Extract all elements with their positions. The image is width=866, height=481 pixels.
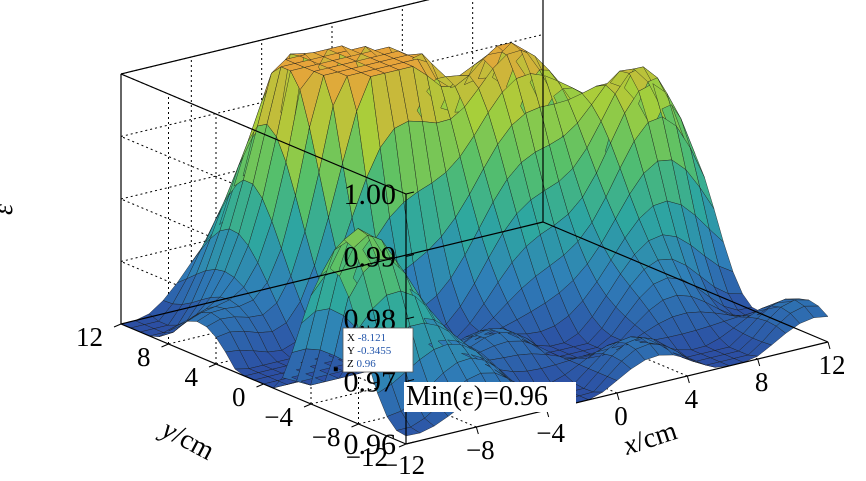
datatip-x-value: -8.121 [358, 332, 386, 344]
z-tick-label: 0.96 [344, 428, 397, 461]
svg-text:x/cm: x/cm [619, 415, 682, 462]
corner-tick-label: −12 [383, 450, 425, 480]
x-tick-label: −4 [536, 418, 565, 448]
y-tick-mark [208, 363, 217, 368]
svg-text:Z 0.96: Z 0.96 [347, 358, 376, 370]
y-tick-label: 8 [137, 342, 151, 372]
datatip: X -8.121 Y -0.3455 Z 0.96 [342, 327, 414, 373]
annotation-bg [404, 382, 576, 412]
y-tick-mark [161, 343, 169, 348]
z-tick-mark [405, 379, 415, 382]
svg-text:y/cm: y/cm [154, 412, 219, 466]
y-tick-mark [256, 383, 264, 388]
datatip-z-label: Z [347, 358, 354, 370]
box-edge [120, 0, 430, 75]
box-edge [120, 221, 544, 325]
y-tick-mark [303, 403, 312, 408]
y-tick-label: 4 [185, 362, 199, 392]
x-tick-mark [475, 426, 479, 435]
box-edge [120, 73, 407, 195]
x-tick-mark [827, 341, 831, 350]
x-tick-label: −8 [466, 435, 495, 465]
x-tick-mark [686, 375, 690, 384]
x-tick-mark [616, 392, 620, 401]
surface-plot [120, 42, 829, 437]
x-axis-unit: /cm [631, 415, 681, 458]
wall-grid-line [120, 34, 544, 137]
y-tick-mark [351, 423, 359, 428]
z-tick-mark [405, 316, 415, 320]
x-tick-label: 8 [755, 367, 769, 397]
svg-text:X -8.121: X -8.121 [347, 332, 386, 344]
datatip-x-label: X [347, 332, 355, 344]
datatip-y-label: Y [347, 345, 355, 357]
y-tick-label: −4 [264, 402, 293, 432]
z-tick-label: 0.99 [344, 241, 397, 274]
x-axis-label: x/cm [619, 415, 682, 462]
z-tick-label: 1.00 [344, 178, 397, 211]
y-tick-label: −8 [312, 422, 341, 452]
y-tick-label: 0 [232, 382, 246, 412]
datatip-z-value: 0.96 [356, 358, 376, 370]
x-tick-label: 12 [819, 350, 846, 380]
z-tick-mark [405, 254, 415, 257]
z-axis-label: ε [0, 204, 19, 215]
box-edge [542, 221, 829, 343]
y-tick-label: −12 [346, 442, 388, 472]
z-tick-mark [405, 441, 415, 445]
min-marker [333, 367, 338, 372]
x-tick-label: 0 [614, 401, 628, 431]
min-annotation: Min(ε)=0.96 [406, 381, 548, 412]
y-axis-label: y/cm [154, 412, 219, 466]
svg-text:Y -0.3455: Y -0.3455 [347, 345, 392, 357]
y-tick-mark [398, 443, 407, 448]
surface-cell [803, 305, 829, 318]
z-tick-mark [405, 191, 415, 195]
x-tick-label: 4 [685, 384, 699, 414]
datatip-y-value: -0.3455 [357, 345, 391, 357]
y-tick-mark [113, 323, 122, 328]
y-tick-label: 12 [76, 322, 103, 352]
x-tick-mark [757, 358, 761, 367]
